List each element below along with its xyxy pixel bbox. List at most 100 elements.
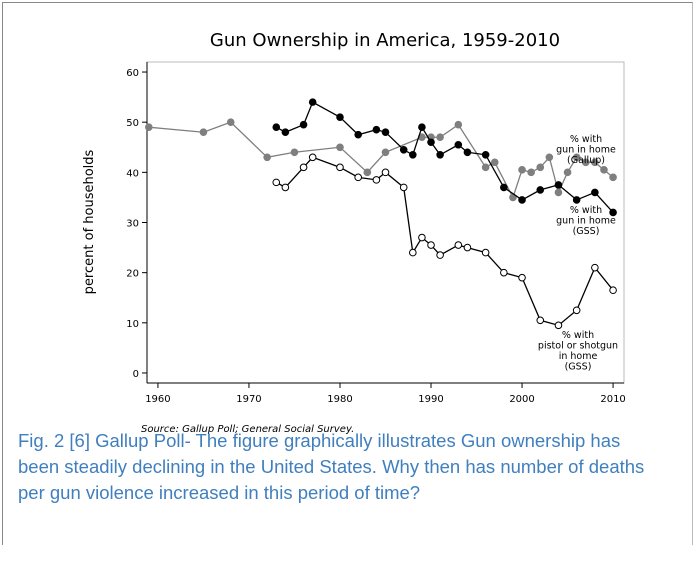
series-label: (GSS) xyxy=(573,226,600,237)
figure-caption: Fig. 2 [6] Gallup Poll- The figure graph… xyxy=(18,430,645,503)
data-point xyxy=(436,251,444,259)
x-tick-label: 1970 xyxy=(236,394,261,405)
data-point xyxy=(454,140,463,149)
data-point xyxy=(554,181,563,189)
x-tick-label: 2000 xyxy=(509,394,534,405)
data-point xyxy=(336,113,344,121)
data-point xyxy=(481,248,490,257)
data-point xyxy=(454,241,463,249)
data-point xyxy=(572,306,581,315)
series-line xyxy=(275,101,614,213)
data-point xyxy=(545,153,554,162)
x-tick-label: 1990 xyxy=(418,394,443,405)
data-point xyxy=(409,248,417,257)
data-point xyxy=(591,158,599,167)
data-point xyxy=(500,268,508,277)
x-tick-label: 1960 xyxy=(145,394,170,405)
data-point xyxy=(372,176,381,184)
series-label: gun in home xyxy=(556,145,616,156)
data-point xyxy=(581,158,590,167)
x-tick-label: 2010 xyxy=(600,394,625,405)
data-point xyxy=(436,150,444,159)
series-label: (Gallup) xyxy=(567,155,605,166)
data-point xyxy=(500,183,508,192)
data-point xyxy=(572,153,581,162)
data-point xyxy=(572,196,581,204)
document-frame xyxy=(2,2,693,545)
series-label: gun in home xyxy=(556,216,616,227)
x-tick-label: 1980 xyxy=(327,394,352,405)
y-tick-label: 60 xyxy=(126,68,139,79)
data-point xyxy=(518,273,526,282)
series-label: (GSS) xyxy=(565,362,592,373)
data-point xyxy=(336,143,344,152)
data-point xyxy=(290,148,299,157)
data-point xyxy=(372,125,381,134)
series-label: pistol or shotgun xyxy=(538,341,618,352)
series-label: % with xyxy=(570,205,602,216)
data-point xyxy=(536,186,545,194)
data-point xyxy=(399,183,408,192)
source-note: Source: Gallup Poll; General Social Surv… xyxy=(141,424,354,435)
data-point xyxy=(454,120,463,129)
y-tick-label: 10 xyxy=(126,319,139,330)
y-tick-label: 30 xyxy=(126,219,139,230)
data-point xyxy=(281,128,290,137)
data-point xyxy=(563,168,572,177)
chart-title: Gun Ownership in America, 1959-2010 xyxy=(210,30,560,51)
data-point xyxy=(418,233,426,242)
data-point xyxy=(427,138,435,147)
data-point xyxy=(591,263,599,272)
data-point xyxy=(226,118,235,126)
data-point xyxy=(527,168,535,177)
data-point xyxy=(600,166,608,174)
data-point xyxy=(281,183,290,192)
data-point xyxy=(409,150,417,159)
data-point xyxy=(299,163,308,172)
data-point xyxy=(436,133,444,142)
data-point xyxy=(199,128,208,137)
series-label: % with xyxy=(570,134,602,145)
data-point xyxy=(272,178,281,187)
data-point xyxy=(536,316,545,325)
data-point xyxy=(591,188,599,197)
data-point xyxy=(299,120,308,129)
data-point xyxy=(554,188,563,197)
data-point xyxy=(418,123,426,132)
data-point xyxy=(481,163,490,172)
data-point xyxy=(381,128,390,137)
data-point xyxy=(145,123,153,132)
data-point xyxy=(490,158,499,167)
data-point xyxy=(363,168,372,177)
data-point xyxy=(399,145,408,154)
data-point xyxy=(609,286,617,295)
data-point xyxy=(518,166,526,174)
data-point xyxy=(463,148,472,157)
data-point xyxy=(554,321,563,330)
y-axis-label: percent of households xyxy=(82,149,97,294)
data-point xyxy=(263,153,271,162)
data-point xyxy=(308,98,317,106)
data-point xyxy=(354,130,362,139)
data-point xyxy=(381,168,390,177)
data-point xyxy=(354,173,362,182)
data-point xyxy=(308,153,317,162)
data-point xyxy=(463,243,472,252)
data-point xyxy=(518,196,526,204)
series-label: in home xyxy=(559,351,598,362)
series-line xyxy=(148,121,614,200)
data-point xyxy=(609,173,617,182)
data-point xyxy=(536,163,545,172)
data-point xyxy=(381,148,390,157)
y-tick-label: 0 xyxy=(133,369,139,380)
chart: Gun Ownership in America, 1959-2010 perc… xyxy=(82,30,626,435)
y-tick-label: 50 xyxy=(126,118,139,129)
y-tick-label: 40 xyxy=(126,168,139,179)
series-label: % with xyxy=(562,330,594,341)
y-tick-label: 20 xyxy=(126,269,139,280)
plot-frame xyxy=(146,61,625,384)
data-point xyxy=(427,241,435,249)
data-point xyxy=(481,150,490,159)
data-point xyxy=(272,123,281,132)
